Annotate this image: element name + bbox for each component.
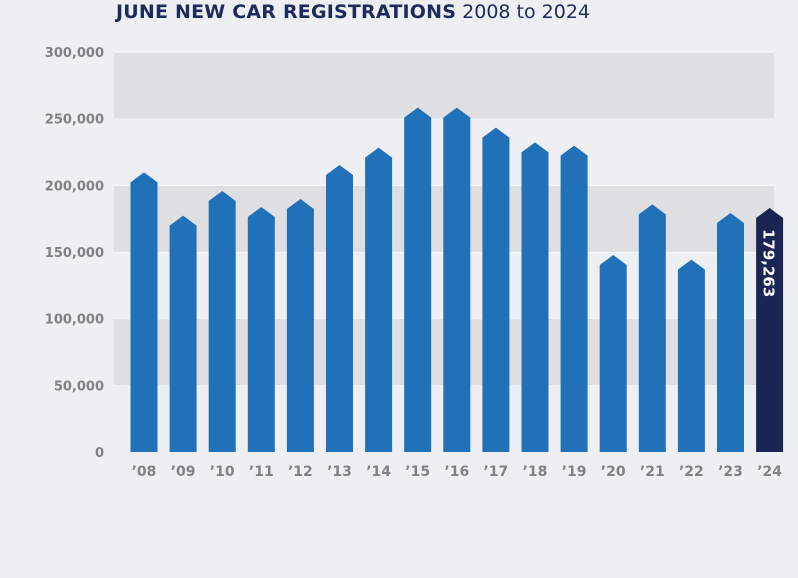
bar-13	[638, 204, 666, 452]
bar-12	[599, 255, 627, 452]
x-tick-label: ’09	[171, 464, 196, 480]
chart-title-range: 2008 to 2024	[462, 1, 591, 23]
y-tick-label: 0	[95, 446, 104, 461]
x-tick-label: ’19	[562, 464, 587, 480]
bar-2	[208, 191, 236, 452]
bars	[130, 107, 784, 453]
y-tick-label: 50,000	[54, 379, 104, 394]
bar-10	[521, 142, 549, 453]
y-tick-label: 250,000	[45, 113, 104, 128]
x-tick-label: ’11	[249, 464, 274, 480]
bar-0	[130, 172, 158, 453]
highlight-value-label: 179,263	[760, 229, 778, 297]
x-tick-label: ’15	[405, 464, 430, 480]
chart-title-main: JUNE NEW CAR REGISTRATIONS	[116, 1, 457, 23]
bar-11	[560, 145, 588, 452]
bar-6	[365, 147, 393, 452]
bar-7	[404, 107, 432, 453]
x-tick-label: ’23	[718, 464, 743, 480]
y-axis-ticks: 0 50,000 100,000 150,000 200,000 250,000 300,0…	[45, 46, 104, 461]
x-tick-label: ’17	[483, 464, 508, 480]
x-tick-label: ’08	[132, 464, 157, 480]
y-tick-label: 100,000	[45, 313, 104, 328]
x-tick-label: ’21	[640, 464, 665, 480]
bar-16	[756, 207, 784, 452]
bar-8	[443, 107, 471, 453]
bar-1	[169, 215, 197, 452]
grid-band	[114, 52, 774, 119]
y-tick-label: 150,000	[45, 246, 104, 261]
chart-title: JUNE NEW CAR REGISTRATIONS 2008 to 2024	[116, 0, 590, 24]
x-tick-label: ’16	[444, 464, 469, 480]
x-tick-label: ’13	[327, 464, 352, 480]
x-axis-ticks: ’08 ’09 ’10 ’11 ’12 ’13 ’14 ’15 ’16 ’17 ’18 ’19 ’20 ’…	[132, 464, 783, 480]
x-tick-label: ’24	[757, 464, 782, 480]
x-tick-label: ’14	[366, 464, 391, 480]
x-tick-label: ’12	[288, 464, 313, 480]
data-labels: 179,263	[760, 229, 778, 297]
bar-14	[677, 259, 705, 452]
bar-9	[482, 127, 510, 453]
bar-4	[286, 199, 314, 452]
y-tick-label: 300,000	[45, 46, 104, 61]
bar-15	[717, 213, 744, 452]
x-tick-label: ’20	[601, 464, 626, 480]
x-tick-label: ’10	[210, 464, 235, 480]
bar-3	[247, 207, 275, 452]
x-tick-label: ’18	[523, 464, 548, 480]
x-tick-label: ’22	[679, 464, 704, 480]
bar-5	[326, 165, 353, 452]
y-tick-label: 200,000	[45, 179, 104, 194]
